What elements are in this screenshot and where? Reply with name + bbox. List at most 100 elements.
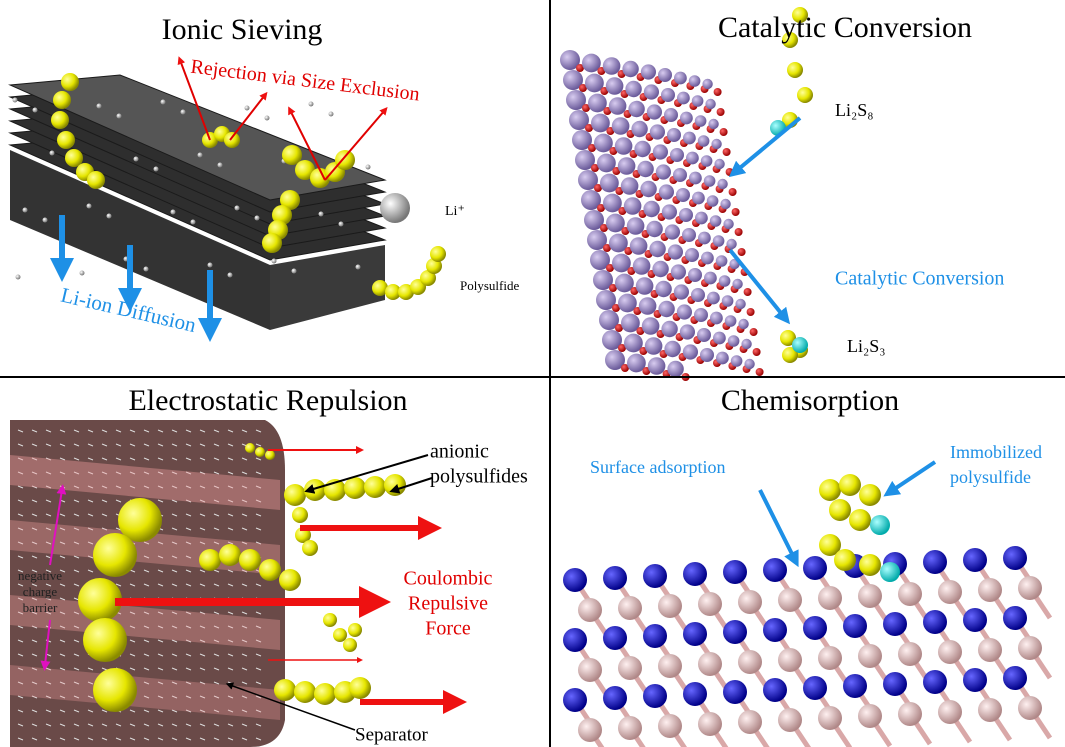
sphere bbox=[86, 203, 92, 209]
pore bbox=[31, 737, 38, 741]
pore bbox=[31, 471, 38, 475]
sphere bbox=[328, 111, 334, 117]
sphere bbox=[338, 221, 344, 227]
sphere bbox=[207, 262, 213, 268]
sphere bbox=[343, 638, 357, 652]
pore bbox=[199, 499, 206, 503]
sphere bbox=[778, 648, 802, 672]
sphere bbox=[603, 686, 627, 710]
sphere bbox=[723, 560, 747, 584]
sphere bbox=[685, 248, 699, 262]
pore bbox=[241, 611, 248, 615]
label: negative bbox=[18, 568, 62, 583]
sphere bbox=[79, 270, 85, 276]
sphere bbox=[719, 128, 728, 136]
sphere bbox=[717, 178, 728, 190]
pore bbox=[73, 443, 80, 447]
pore bbox=[45, 499, 52, 503]
sphere bbox=[635, 277, 654, 295]
pore bbox=[59, 737, 66, 741]
sphere bbox=[578, 170, 598, 190]
sphere bbox=[578, 658, 602, 682]
pore bbox=[185, 583, 192, 587]
pore bbox=[129, 471, 136, 475]
pore bbox=[115, 583, 122, 587]
pore bbox=[255, 681, 262, 685]
sphere bbox=[870, 515, 890, 535]
pore bbox=[45, 723, 52, 727]
sphere bbox=[673, 284, 690, 300]
sphere bbox=[615, 273, 634, 293]
label: anionic bbox=[430, 441, 489, 463]
pore bbox=[227, 541, 234, 545]
illustrations bbox=[8, 7, 1053, 747]
sphere bbox=[628, 100, 645, 118]
pore bbox=[129, 723, 136, 727]
pore bbox=[213, 429, 220, 433]
sphere bbox=[819, 479, 841, 501]
sphere bbox=[661, 320, 678, 338]
field-band bbox=[10, 455, 280, 510]
sphere bbox=[591, 164, 599, 172]
pore bbox=[87, 443, 94, 447]
pore bbox=[73, 639, 80, 643]
sphere bbox=[702, 78, 713, 90]
sphere bbox=[643, 84, 660, 100]
pore bbox=[115, 499, 122, 503]
pore bbox=[59, 513, 66, 517]
sphere bbox=[679, 324, 696, 340]
sphere bbox=[133, 156, 139, 162]
sphere bbox=[603, 566, 627, 590]
sphere bbox=[839, 474, 861, 496]
sphere bbox=[284, 484, 306, 506]
label: Polysulfide bbox=[460, 278, 519, 293]
sphere bbox=[744, 358, 755, 370]
pore bbox=[59, 429, 66, 433]
pore bbox=[31, 457, 38, 461]
sphere bbox=[734, 228, 743, 236]
sphere bbox=[858, 644, 882, 668]
sphere bbox=[661, 204, 678, 220]
sphere bbox=[718, 275, 731, 287]
sphere bbox=[384, 474, 406, 496]
pore bbox=[227, 625, 234, 629]
sphere bbox=[190, 219, 196, 225]
pore bbox=[185, 513, 192, 517]
sphere bbox=[724, 315, 737, 327]
pore bbox=[129, 625, 136, 629]
sphere bbox=[737, 248, 746, 256]
sphere bbox=[963, 548, 987, 572]
sphere bbox=[304, 479, 326, 501]
sphere bbox=[584, 210, 604, 230]
sphere bbox=[667, 128, 681, 142]
sphere bbox=[180, 109, 186, 115]
sphere bbox=[227, 272, 233, 278]
pore bbox=[199, 681, 206, 685]
pore bbox=[171, 737, 178, 741]
sphere bbox=[264, 115, 270, 121]
sphere bbox=[385, 284, 401, 300]
sphere bbox=[295, 160, 315, 180]
sphere bbox=[701, 251, 714, 265]
sphere bbox=[661, 88, 675, 102]
pore bbox=[199, 625, 206, 629]
pore bbox=[213, 583, 220, 587]
pore bbox=[73, 709, 80, 713]
sphere bbox=[643, 200, 660, 218]
sphere bbox=[698, 592, 722, 616]
sphere bbox=[778, 708, 802, 732]
pore bbox=[255, 471, 262, 475]
pore bbox=[87, 681, 94, 685]
pore bbox=[213, 667, 220, 671]
label: polysulfides bbox=[430, 466, 528, 488]
pore bbox=[101, 471, 108, 475]
sphere bbox=[106, 213, 112, 219]
label: polysulfide bbox=[950, 467, 1031, 487]
sphere bbox=[116, 113, 122, 119]
sheet-stack bbox=[270, 245, 385, 330]
pore bbox=[73, 555, 80, 559]
sphere bbox=[593, 270, 613, 290]
pore bbox=[199, 583, 206, 587]
sphere bbox=[843, 614, 867, 638]
pore bbox=[73, 653, 80, 657]
